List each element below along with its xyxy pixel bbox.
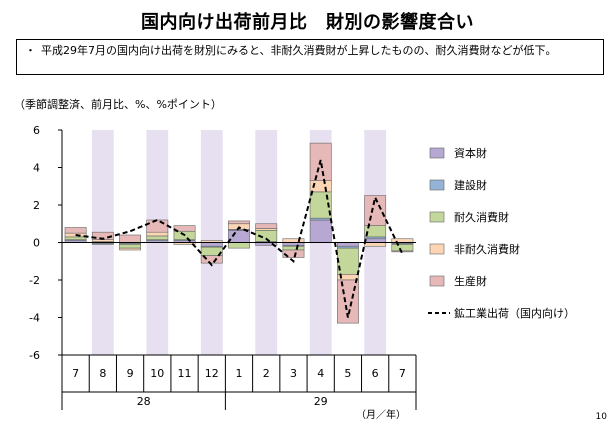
bar-durable bbox=[64, 236, 87, 240]
bar-durable bbox=[282, 245, 305, 251]
y-tick-label: 6 bbox=[33, 124, 40, 137]
unit-label: （季節調整済、前月比、%、%ポイント） bbox=[14, 98, 222, 111]
x-tick-label: 7 bbox=[72, 367, 79, 380]
page-title: 国内向け出荷前月比 財別の影響度合い bbox=[141, 12, 474, 33]
bar-production bbox=[119, 234, 141, 243]
bar-capital bbox=[309, 219, 332, 243]
legend-label: 鉱工業出荷（国内向け） bbox=[454, 306, 575, 320]
legend-swatch-production bbox=[429, 275, 445, 287]
year-label: 29 bbox=[314, 395, 328, 408]
x-tick-label: 4 bbox=[317, 367, 324, 380]
bar-production bbox=[282, 249, 305, 258]
y-tick-label: -6 bbox=[29, 349, 40, 362]
x-tick-label: 5 bbox=[344, 367, 351, 380]
x-tick-label: 8 bbox=[99, 367, 106, 380]
x-tick-label: 11 bbox=[178, 367, 192, 380]
legend-label: 非耐久消費財 bbox=[454, 242, 520, 256]
x-tick-label: 7 bbox=[399, 367, 406, 380]
bar-capital bbox=[337, 242, 359, 247]
bar-production bbox=[64, 227, 87, 234]
legend-swatch-construction bbox=[429, 179, 445, 191]
bar-durable bbox=[391, 244, 414, 252]
y-tick-label: 4 bbox=[33, 162, 40, 175]
bar-production bbox=[200, 255, 223, 264]
bar-production bbox=[228, 220, 250, 225]
legend-label: 耐久消費財 bbox=[454, 210, 509, 224]
bar-durable bbox=[228, 242, 250, 249]
legend-label: 資本財 bbox=[454, 146, 487, 160]
bar-nondurable bbox=[364, 242, 387, 247]
legend-swatch-durable bbox=[429, 211, 445, 223]
bar-nondurable bbox=[282, 238, 305, 243]
page-number: 10 bbox=[595, 412, 607, 422]
legend-label: 建設財 bbox=[454, 178, 487, 192]
y-tick-label: -2 bbox=[29, 274, 40, 287]
bullet-marker: ・ bbox=[25, 44, 36, 57]
y-tick-label: -4 bbox=[29, 312, 40, 325]
x-tick-label: 1 bbox=[236, 367, 243, 380]
bar-capital bbox=[364, 238, 387, 243]
bar-nondurable bbox=[146, 231, 169, 237]
x-tick-label: 12 bbox=[205, 367, 219, 380]
x-tick-label: 9 bbox=[127, 367, 134, 380]
legend-label: 生産財 bbox=[454, 274, 487, 288]
x-tick-label: 3 bbox=[290, 367, 297, 380]
bar-production bbox=[255, 223, 278, 229]
x-tick-label: 10 bbox=[150, 367, 164, 380]
bar-durable bbox=[146, 235, 169, 240]
legend-swatch-capital bbox=[429, 147, 445, 159]
bar-capital bbox=[200, 242, 223, 247]
legend-swatch-nondurable bbox=[429, 243, 445, 255]
x-tick-label: 6 bbox=[372, 367, 379, 380]
x-unit-label: （月／年） bbox=[356, 408, 406, 421]
bar-production bbox=[173, 225, 196, 232]
bar-production bbox=[146, 219, 169, 233]
bar-durable bbox=[119, 244, 141, 249]
x-tick-label: 2 bbox=[263, 367, 270, 380]
y-tick-label: 0 bbox=[33, 237, 40, 250]
bar-nondurable bbox=[391, 238, 414, 243]
year-label: 28 bbox=[137, 395, 151, 408]
bar-nondurable bbox=[119, 247, 141, 251]
summary-note-text: 平成29年7月の国内向け出荷を財別にみると、非耐久消費財が上昇したものの、耐久消… bbox=[41, 44, 557, 57]
summary-note: ・ 平成29年7月の国内向け出荷を財別にみると、非耐久消費財が上昇したものの、耐… bbox=[16, 39, 604, 75]
bar-production bbox=[364, 195, 387, 226]
bar-construction bbox=[91, 243, 114, 245]
line-series-domestic-shipments bbox=[75, 159, 404, 318]
y-tick-label: 2 bbox=[33, 199, 40, 212]
bar-capital bbox=[228, 230, 250, 243]
